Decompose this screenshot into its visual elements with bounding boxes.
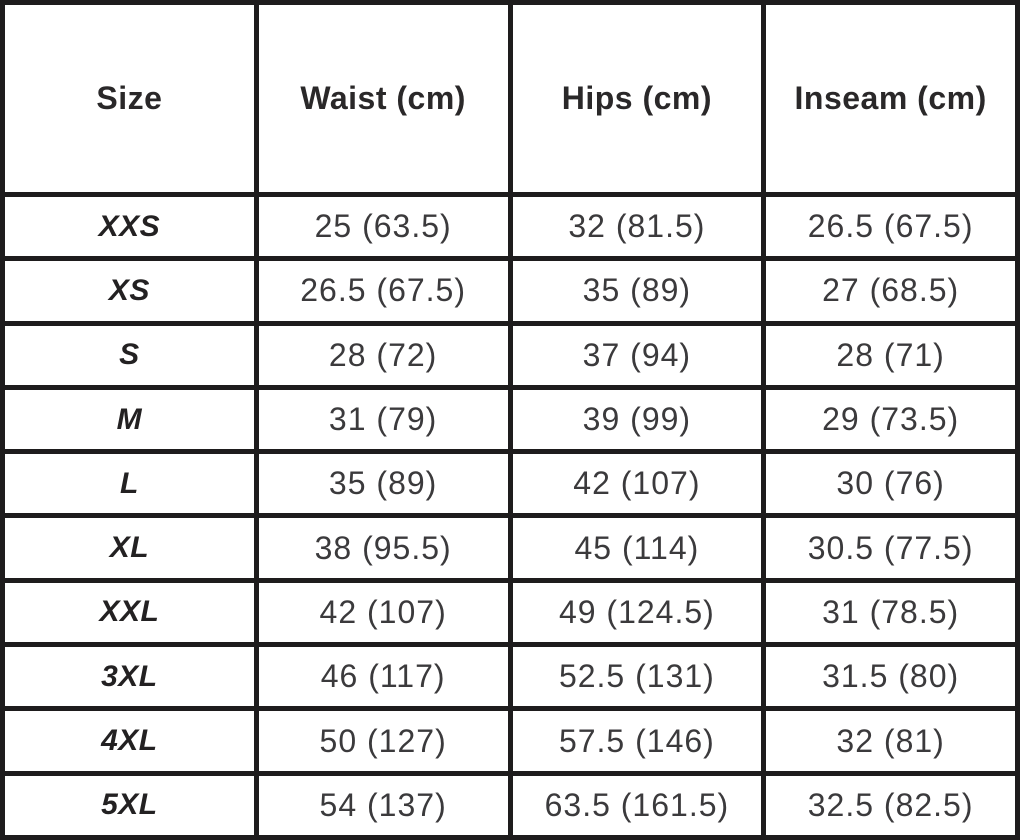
table-row-4xl: 4XL 50 (127) 57.5 (146) 32 (81) bbox=[0, 706, 1020, 776]
column-header-hips: Hips (cm) bbox=[507, 0, 767, 197]
hips-cell: 32 (81.5) bbox=[507, 191, 767, 262]
size-cell: 5XL bbox=[0, 770, 259, 840]
header-row: Size Waist (cm) Hips (cm) Inseam (cm) bbox=[0, 0, 1020, 197]
inseam-cell: 32 (81) bbox=[761, 706, 1020, 776]
waist-cell: 54 (137) bbox=[253, 770, 513, 840]
table-row-m: M 31 (79) 39 (99) 29 (73.5) bbox=[0, 384, 1020, 455]
table-row-xl: XL 38 (95.5) 45 (114) 30.5 (77.5) bbox=[0, 513, 1020, 583]
table-row-3xl: 3XL 46 (117) 52.5 (131) 31.5 (80) bbox=[0, 642, 1020, 712]
table-row-s: S 28 (72) 37 (94) 28 (71) bbox=[0, 320, 1020, 390]
waist-cell: 28 (72) bbox=[253, 320, 513, 390]
inseam-cell: 32.5 (82.5) bbox=[761, 770, 1020, 840]
size-cell: 4XL bbox=[0, 706, 259, 776]
waist-cell: 25 (63.5) bbox=[253, 191, 513, 262]
inseam-cell: 27 (68.5) bbox=[761, 256, 1020, 326]
hips-cell: 63.5 (161.5) bbox=[507, 770, 767, 840]
column-header-inseam: Inseam (cm) bbox=[761, 0, 1020, 197]
inseam-cell: 28 (71) bbox=[761, 320, 1020, 390]
size-cell: 3XL bbox=[0, 642, 259, 712]
hips-cell: 52.5 (131) bbox=[507, 642, 767, 712]
inseam-cell: 29 (73.5) bbox=[761, 384, 1020, 455]
size-cell: S bbox=[0, 320, 259, 390]
inseam-cell: 30 (76) bbox=[761, 449, 1020, 519]
size-cell: XXL bbox=[0, 577, 259, 648]
waist-cell: 38 (95.5) bbox=[253, 513, 513, 583]
size-cell: L bbox=[0, 449, 259, 519]
size-cell: XXS bbox=[0, 191, 259, 262]
table-row-5xl: 5XL 54 (137) 63.5 (161.5) 32.5 (82.5) bbox=[0, 770, 1020, 840]
column-header-size: Size bbox=[0, 0, 259, 197]
table-row-xxl: XXL 42 (107) 49 (124.5) 31 (78.5) bbox=[0, 577, 1020, 648]
inseam-cell: 31 (78.5) bbox=[761, 577, 1020, 648]
waist-cell: 50 (127) bbox=[253, 706, 513, 776]
hips-cell: 57.5 (146) bbox=[507, 706, 767, 776]
column-header-waist: Waist (cm) bbox=[253, 0, 513, 197]
hips-cell: 49 (124.5) bbox=[507, 577, 767, 648]
table-row-xxs: XXS 25 (63.5) 32 (81.5) 26.5 (67.5) bbox=[0, 191, 1020, 262]
hips-cell: 39 (99) bbox=[507, 384, 767, 455]
size-cell: M bbox=[0, 384, 259, 455]
size-cell: XL bbox=[0, 513, 259, 583]
waist-cell: 46 (117) bbox=[253, 642, 513, 712]
hips-cell: 42 (107) bbox=[507, 449, 767, 519]
waist-cell: 26.5 (67.5) bbox=[253, 256, 513, 326]
waist-cell: 31 (79) bbox=[253, 384, 513, 455]
waist-cell: 35 (89) bbox=[253, 449, 513, 519]
waist-cell: 42 (107) bbox=[253, 577, 513, 648]
inseam-cell: 31.5 (80) bbox=[761, 642, 1020, 712]
hips-cell: 37 (94) bbox=[507, 320, 767, 390]
inseam-cell: 26.5 (67.5) bbox=[761, 191, 1020, 262]
hips-cell: 45 (114) bbox=[507, 513, 767, 583]
size-cell: XS bbox=[0, 256, 259, 326]
table-row-xs: XS 26.5 (67.5) 35 (89) 27 (68.5) bbox=[0, 256, 1020, 326]
inseam-cell: 30.5 (77.5) bbox=[761, 513, 1020, 583]
table-row-l: L 35 (89) 42 (107) 30 (76) bbox=[0, 449, 1020, 519]
hips-cell: 35 (89) bbox=[507, 256, 767, 326]
